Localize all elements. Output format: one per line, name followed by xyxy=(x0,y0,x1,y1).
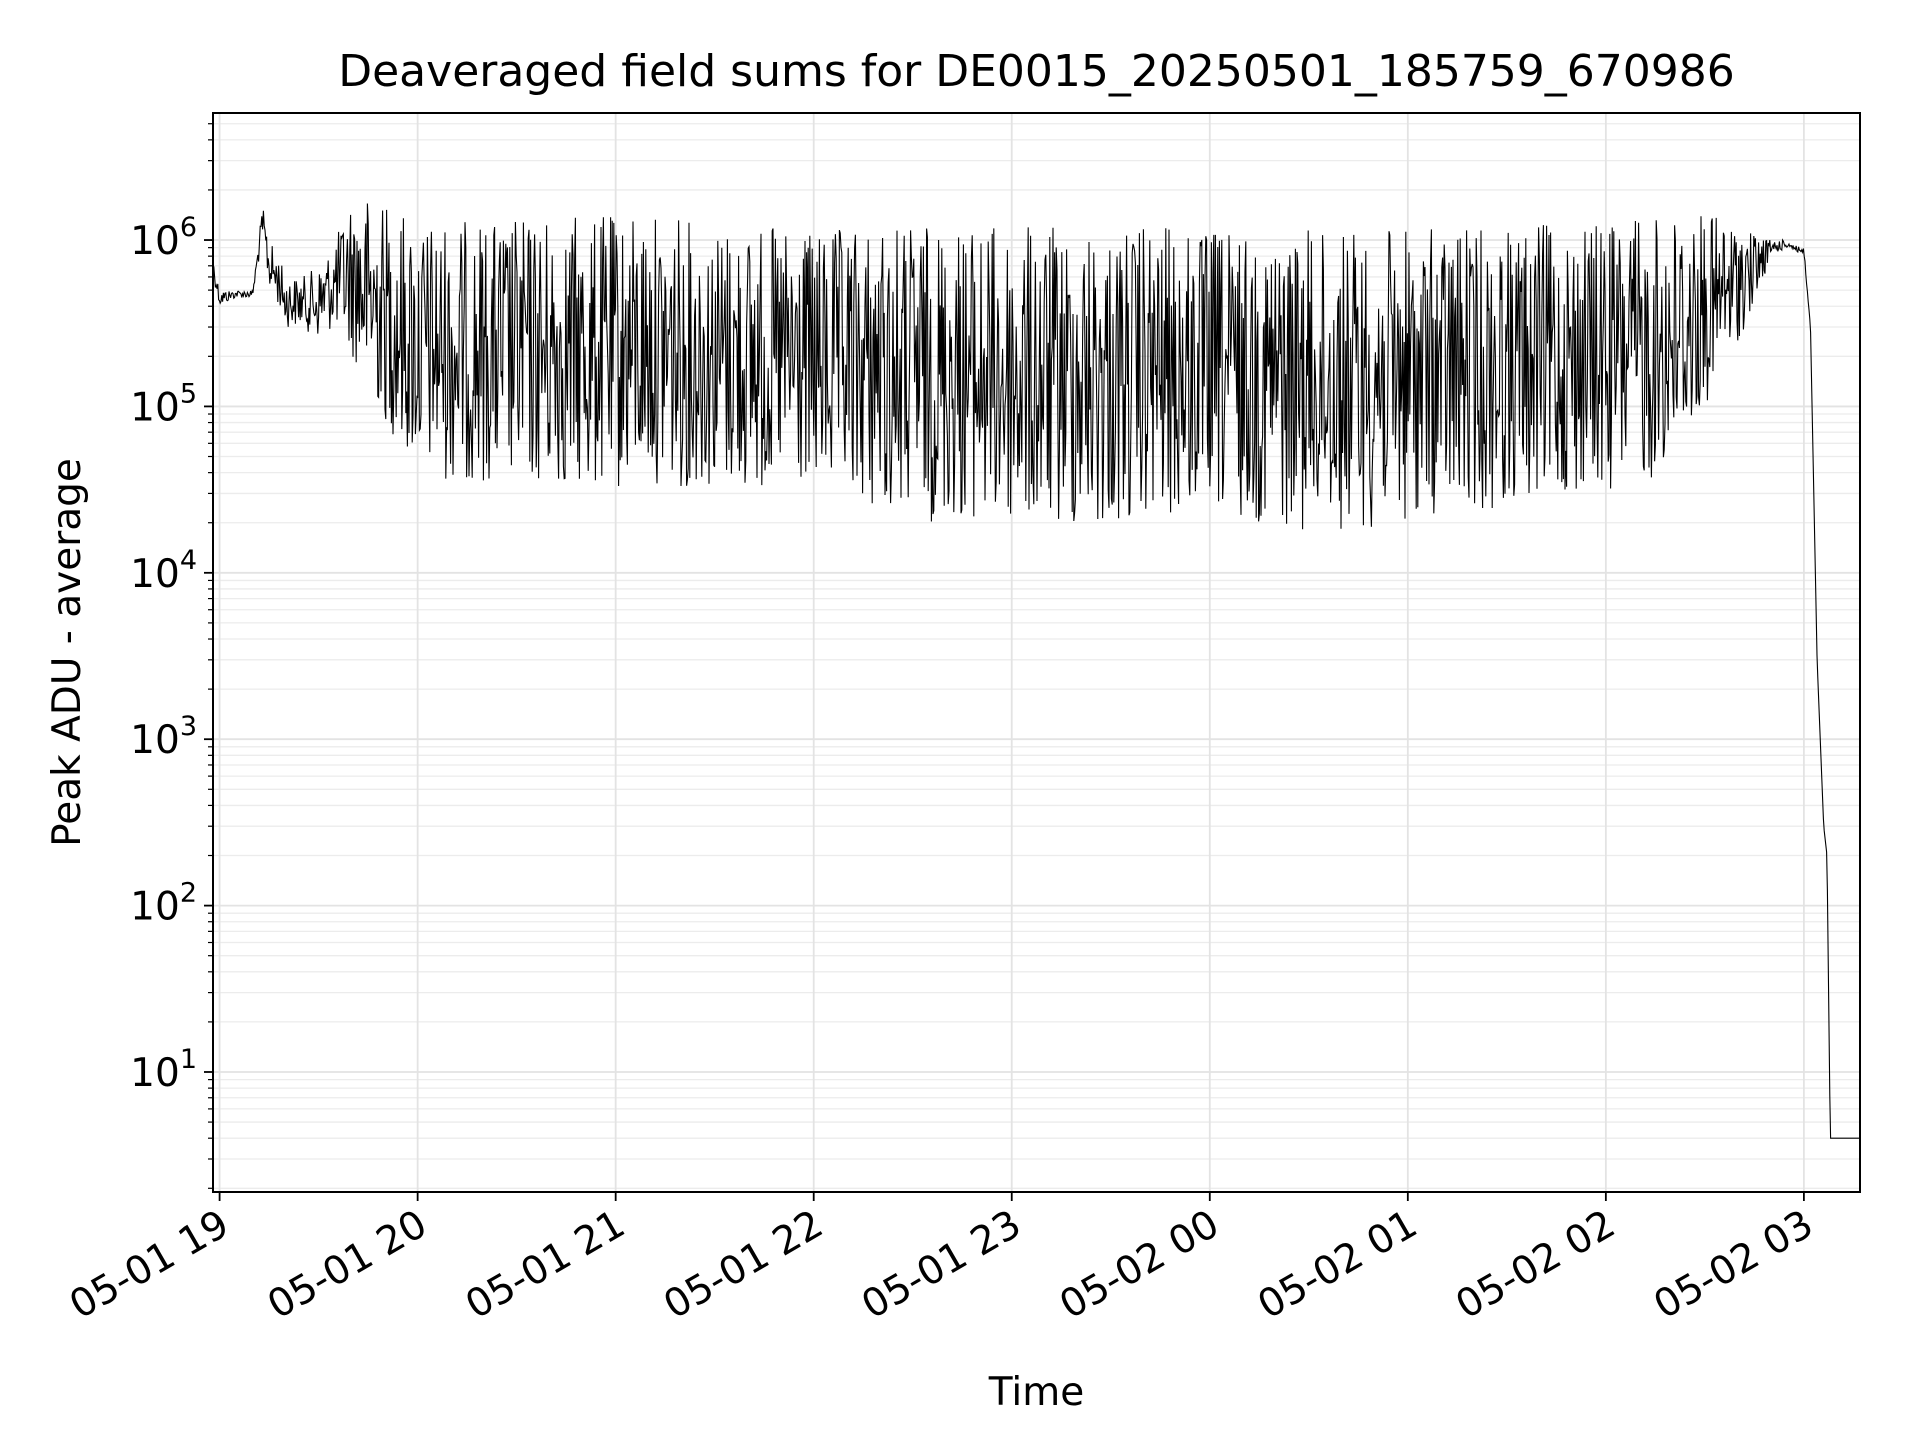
chart-title: Deaveraged field sums for DE0015_2025050… xyxy=(338,46,1735,97)
plot-frame xyxy=(212,112,1861,1193)
x-tick-label: 05-01 23 xyxy=(854,1202,1028,1329)
y-tick-label: 106 xyxy=(130,212,197,264)
x-tick-label: 05-01 22 xyxy=(656,1202,830,1329)
y-axis-label: Peak ADU - average xyxy=(45,458,90,847)
data-layer xyxy=(212,203,1860,1139)
y-tick-label: 104 xyxy=(130,545,197,597)
x-tick-label: 05-02 00 xyxy=(1052,1202,1226,1329)
x-tick-label: 05-01 20 xyxy=(260,1202,434,1329)
x-tick-label: 05-01 21 xyxy=(458,1202,632,1329)
x-tick-label: 05-02 01 xyxy=(1250,1202,1424,1329)
x-tick-label: 05-02 02 xyxy=(1448,1202,1622,1329)
axis-ticks xyxy=(204,123,1805,1201)
x-tick-label: 05-02 03 xyxy=(1647,1202,1821,1329)
y-tick-label: 102 xyxy=(130,878,197,930)
y-tick-label: 103 xyxy=(130,711,197,763)
y-tick-label: 105 xyxy=(130,378,197,430)
y-tick-label: 101 xyxy=(130,1044,197,1096)
x-tick-label: 05-01 19 xyxy=(62,1202,236,1329)
series-line xyxy=(212,203,1860,1139)
x-axis-label: Time xyxy=(988,1370,1084,1415)
